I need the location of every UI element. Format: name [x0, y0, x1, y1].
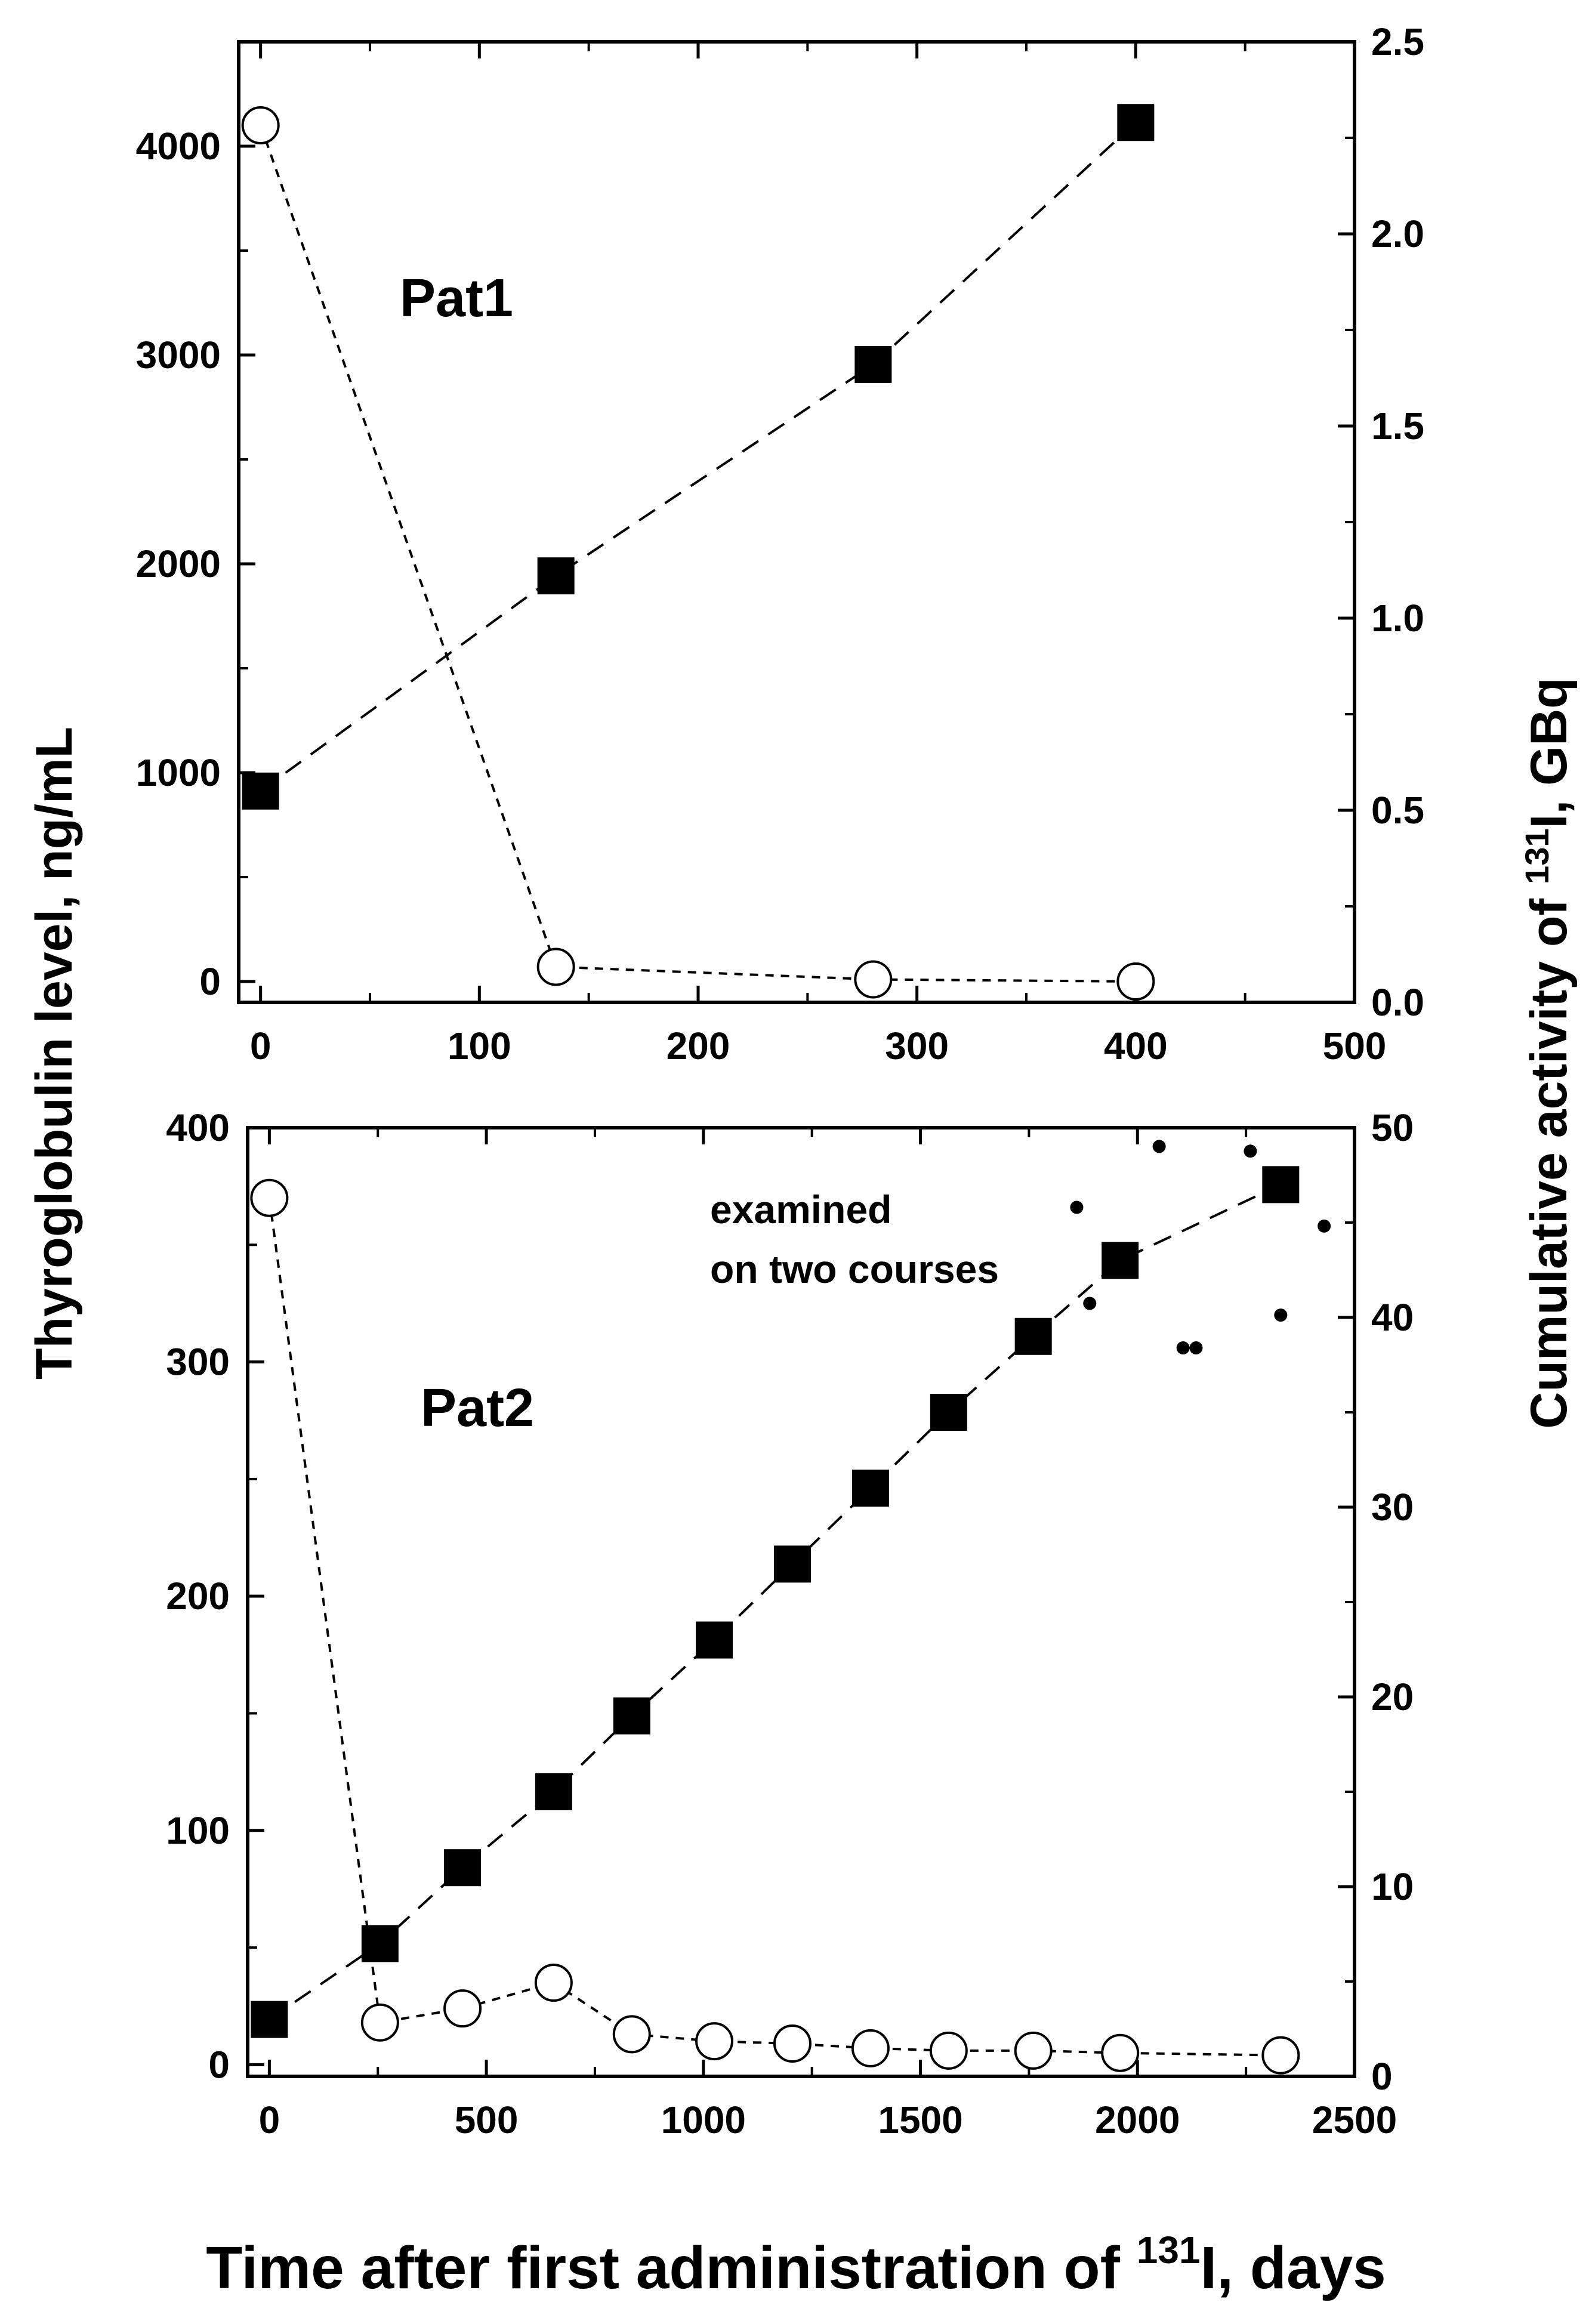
pat2-activity-point: [1262, 1166, 1300, 1203]
pat1-y-left-tick-label: 4000: [136, 125, 221, 168]
pat1-thyroglobulin-line: [259, 125, 1136, 983]
pat2-y-left-tick-label: 100: [166, 1809, 230, 1852]
pat2-x-tick-label: 1500: [878, 2098, 962, 2141]
pat2-activity-point: [361, 1925, 399, 1962]
pat1-activity-point: [854, 345, 892, 383]
pat1-x-tick-label: 500: [1323, 1024, 1387, 1067]
pat1-plot-frame: [237, 40, 1356, 1004]
pat2-annotation-line1: examined: [710, 1187, 891, 1232]
pat1-x-tick-label: 400: [1104, 1024, 1168, 1067]
pat1-thyroglobulin-point: [1116, 962, 1155, 1001]
pat1-x-tick-label: 0: [250, 1024, 271, 1067]
bottom-axis-title-suffix: I, days: [1201, 2235, 1386, 2301]
pat2-thyroglobulin-line: [268, 1198, 1281, 2057]
pat1-y-left-tick-label: 0: [199, 960, 221, 1003]
pat1-y-left-tick-label: 3000: [136, 334, 221, 376]
pat1-y-left-tick-label: 1000: [136, 751, 221, 794]
pat2-thyroglobulin-point: [1014, 2031, 1053, 2070]
right-axis-title-prefix: Cumulative activity of: [1520, 884, 1578, 1429]
pat2-thyroglobulin-point: [929, 2031, 968, 2070]
pat1-x-tick-label: 300: [885, 1024, 949, 1067]
panel-pat2: 0 500 1000 1500 2000 250001002003004000102030…: [166, 1106, 1414, 2141]
pat1-y-right-tick-label: 1.0: [1371, 597, 1424, 640]
pat2-activity-point: [930, 1394, 967, 1431]
pat1-activity-point: [537, 557, 575, 595]
pat2-y-right-tick-label: 30: [1371, 1486, 1414, 1529]
pat2-thyroglobulin-point: [612, 2015, 651, 2054]
pat1-activity-point: [242, 772, 279, 810]
pat2-y-right-tick-label: 50: [1371, 1106, 1414, 1149]
pat2-x-tick-label: 2500: [1312, 2098, 1397, 2141]
pat1-panel-label: Pat1: [400, 268, 513, 328]
pat2-y-right-tick-label: 10: [1371, 1865, 1414, 1908]
pat1-activity-point: [1117, 104, 1155, 141]
pat1-thyroglobulin-point: [241, 106, 280, 144]
pat2-y-left-tick-label: 400: [166, 1106, 230, 1149]
pat2-x-tick-label: 2000: [1095, 2098, 1180, 2141]
pat2-activity-point: [444, 1849, 482, 1887]
pat2-examined-dot: [1189, 1341, 1203, 1355]
bottom-axis-title-prefix: Time after first administration of: [206, 2235, 1137, 2301]
pat2-thyroglobulin-point: [695, 2022, 734, 2061]
pat2-examined-dot: [1244, 1144, 1257, 1158]
pat1-y-right-tick-label: 0.5: [1371, 789, 1424, 832]
right-axis-title-superscript: 131: [1518, 828, 1556, 884]
pat2-thyroglobulin-point: [250, 1178, 289, 1217]
pat2-thyroglobulin-point: [1261, 2036, 1300, 2075]
pat2-activity-point: [696, 1621, 733, 1659]
pat1-y-right-tick-label: 2.0: [1371, 212, 1424, 255]
pat2-x-tick-label: 500: [455, 2098, 519, 2141]
pat2-panel-label: Pat2: [421, 1378, 534, 1438]
pat2-activity-point: [1102, 1242, 1139, 1279]
pat2-activity-point: [251, 2001, 288, 2038]
pat1-y-right-tick-label: 0.0: [1371, 981, 1424, 1024]
pat2-y-left-tick-label: 200: [166, 1575, 230, 1618]
pat2-y-right-tick-label: 20: [1371, 1675, 1414, 1718]
pat2-y-right-tick-label: 40: [1371, 1296, 1414, 1339]
bottom-axis-title-superscript: 131: [1137, 2229, 1201, 2271]
pat2-examined-dot: [1152, 1140, 1166, 1153]
pat2-activity-point: [851, 1470, 889, 1507]
pat2-annotation-line2: on two courses: [710, 1247, 999, 1291]
pat2-activity-point: [613, 1697, 650, 1734]
pat1-y-right-tick-label: 1.5: [1371, 405, 1424, 447]
pat2-y-left-tick-label: 0: [208, 2043, 230, 2086]
panel-pat1: 0 100 200 300 400 500 0 1000 2000 3000 4000 0.0 0.5 1…: [136, 20, 1424, 1067]
pat2-examined-dot: [1176, 1341, 1190, 1355]
pat2-x-tick-label: 1000: [661, 2098, 746, 2141]
pat2-thyroglobulin-point: [443, 1989, 482, 2028]
pat2-y-right-tick-label: 0: [1371, 2055, 1393, 2098]
pat2-activity-line: [269, 1183, 1282, 2021]
pat2-y-left-tick-label: 300: [166, 1341, 230, 1384]
pat2-activity-point: [1014, 1317, 1052, 1355]
pat1-y-right-tick-label: 2.5: [1371, 20, 1424, 63]
bottom-axis-title: Time after first administration of 131I,…: [206, 2229, 1386, 2301]
left-axis-title: Thyroglobulin level, ng/mL: [26, 727, 83, 1379]
pat2-examined-dot: [1274, 1308, 1288, 1322]
pat2-examined-dot: [1070, 1200, 1084, 1214]
pat2-thyroglobulin-point: [773, 2024, 812, 2063]
pat2-thyroglobulin-point: [851, 2029, 890, 2067]
pat1-y-left-tick-label: 2000: [136, 542, 221, 585]
pat1-thyroglobulin-point: [536, 947, 575, 986]
pat2-thyroglobulin-point: [534, 1963, 573, 2002]
pat2-examined-dot: [1083, 1297, 1097, 1310]
pat1-x-tick-label: 200: [667, 1024, 730, 1067]
pat1-x-tick-label: 100: [448, 1024, 511, 1067]
pat2-activity-point: [773, 1545, 811, 1583]
pat2-x-tick-label: 0: [259, 2098, 280, 2141]
pat2-thyroglobulin-point: [360, 2003, 399, 2042]
pat2-examined-dot: [1318, 1219, 1331, 1233]
pat1-thyroglobulin-point: [854, 960, 893, 999]
pat2-thyroglobulin-point: [1101, 2033, 1140, 2072]
pat1-activity-line: [260, 121, 1137, 792]
right-axis-title-suffix: I, GBq: [1520, 677, 1578, 828]
right-axis-title: Cumulative activity of 131I, GBq: [1518, 677, 1578, 1428]
pat2-activity-point: [535, 1773, 572, 1810]
